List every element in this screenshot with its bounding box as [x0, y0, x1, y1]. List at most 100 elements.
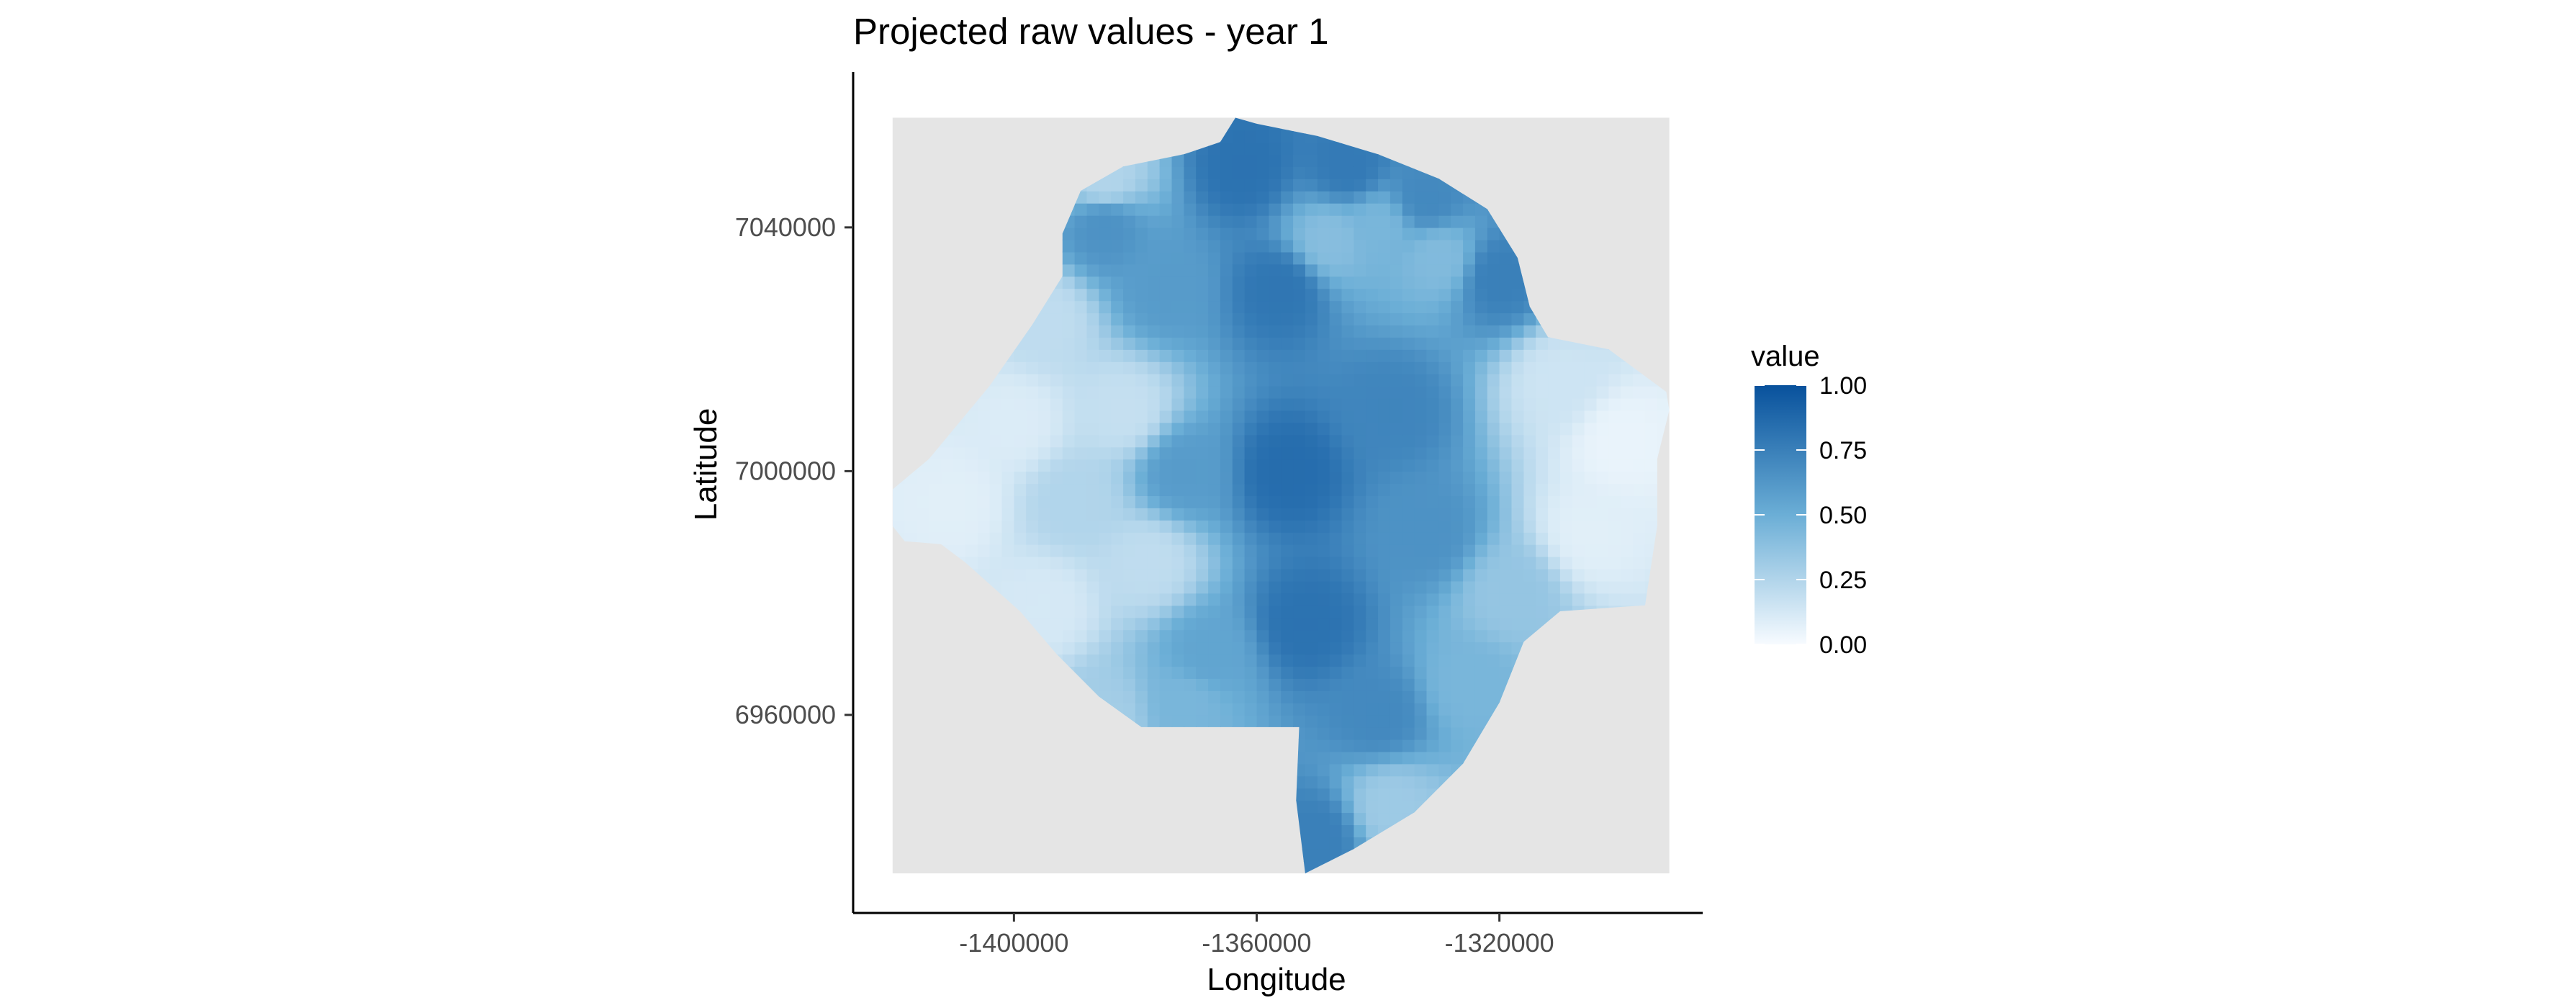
- heatmap-cell: [1644, 385, 1658, 399]
- heatmap-cell: [1062, 410, 1076, 423]
- heatmap-cell: [1074, 361, 1088, 374]
- heatmap-cell: [929, 508, 942, 521]
- heatmap-cell: [1317, 325, 1330, 338]
- heatmap-cell: [1123, 446, 1136, 460]
- heatmap-cell: [1317, 227, 1330, 240]
- heatmap-cell: [1390, 629, 1403, 643]
- heatmap-cell: [1596, 349, 1610, 362]
- heatmap-cell: [1196, 483, 1209, 496]
- heatmap-cell: [1159, 251, 1173, 265]
- heatmap-cell: [1293, 166, 1306, 179]
- heatmap-cell: [1354, 544, 1367, 557]
- heatmap-cell: [1001, 556, 1015, 570]
- heatmap-cell: [1111, 508, 1124, 521]
- heatmap-cell: [1159, 312, 1173, 325]
- heatmap-cell: [1026, 422, 1039, 436]
- heatmap-cell: [1548, 385, 1561, 399]
- heatmap-cell: [1220, 276, 1233, 289]
- heatmap-cell: [1474, 251, 1488, 265]
- heatmap-cell: [1123, 617, 1136, 631]
- heatmap-cell: [1317, 775, 1330, 789]
- heatmap-cell: [1499, 312, 1513, 325]
- heatmap-cell: [1426, 410, 1440, 423]
- heatmap-cell: [1123, 385, 1136, 399]
- heatmap-cell: [1184, 666, 1197, 679]
- heatmap-cell: [1317, 312, 1330, 325]
- heatmap-cell: [1038, 593, 1051, 606]
- heatmap-cell: [1317, 422, 1330, 436]
- heatmap-cell: [1621, 495, 1634, 508]
- heatmap-cell: [1123, 179, 1136, 192]
- heatmap-cell: [1402, 215, 1415, 228]
- heatmap-cell: [1511, 459, 1525, 472]
- heatmap-cell: [1184, 446, 1197, 460]
- heatmap-cell: [1171, 422, 1185, 436]
- heatmap-cell: [1208, 410, 1221, 423]
- heatmap-cell: [1451, 508, 1464, 521]
- heatmap-cell: [1438, 459, 1452, 472]
- heatmap-cell: [1196, 532, 1209, 545]
- heatmap-cell: [1147, 495, 1161, 508]
- heatmap-cell: [1281, 300, 1294, 314]
- heatmap-cell: [1451, 642, 1464, 655]
- heatmap-cell: [1184, 495, 1197, 508]
- heatmap-cell: [1402, 629, 1415, 643]
- heatmap-cell: [989, 422, 1003, 436]
- heatmap-cell: [1366, 690, 1379, 703]
- heatmap-cell: [1305, 459, 1318, 472]
- heatmap-cell: [1426, 349, 1440, 362]
- heatmap-cell: [1378, 788, 1391, 801]
- heatmap-cell: [1099, 495, 1112, 508]
- heatmap-cell: [1474, 227, 1488, 240]
- heatmap-cell: [1317, 520, 1330, 533]
- heatmap-cell: [1341, 520, 1355, 533]
- heatmap-cell: [1487, 654, 1500, 667]
- heatmap-cell: [1511, 556, 1525, 570]
- heatmap-cell: [1317, 215, 1330, 228]
- heatmap-cell: [1414, 446, 1428, 460]
- heatmap-cell: [989, 520, 1003, 533]
- heatmap-cell: [1014, 568, 1027, 582]
- heatmap-cell: [1366, 385, 1379, 399]
- heatmap-cell: [1099, 642, 1112, 655]
- heatmap-cell: [904, 508, 918, 521]
- heatmap-cell: [1220, 446, 1233, 460]
- heatmap-cell: [977, 532, 991, 545]
- heatmap-cell: [1378, 434, 1391, 448]
- heatmap-cell: [1232, 312, 1246, 325]
- heatmap-cell: [1426, 690, 1440, 703]
- heatmap-cell: [989, 568, 1003, 582]
- heatmap-cell: [1378, 690, 1391, 703]
- heatmap-cell: [1147, 203, 1161, 216]
- heatmap-cell: [1244, 666, 1258, 679]
- heatmap-cell: [1487, 642, 1500, 655]
- heatmap-cell: [1208, 556, 1221, 570]
- heatmap-cell: [917, 471, 930, 485]
- heatmap-cell: [1487, 544, 1500, 557]
- heatmap-cell: [1269, 690, 1282, 703]
- heatmap-cell: [1378, 374, 1391, 387]
- heatmap-cell: [1281, 666, 1294, 679]
- heatmap-cell: [1159, 520, 1173, 533]
- heatmap-cell: [1317, 337, 1330, 350]
- heatmap-cell: [1511, 325, 1525, 338]
- heatmap-cell: [1329, 434, 1343, 448]
- heatmap-cell: [1523, 580, 1537, 594]
- heatmap-cell: [1487, 580, 1500, 594]
- heatmap-cell: [1293, 520, 1306, 533]
- heatmap-cell: [1135, 629, 1148, 643]
- heatmap-cell: [1354, 361, 1367, 374]
- heatmap-cell: [1281, 593, 1294, 606]
- heatmap-cell: [1184, 483, 1197, 496]
- heatmap-cell: [1147, 508, 1161, 521]
- heatmap-cell: [1559, 532, 1573, 545]
- heatmap-cell: [989, 556, 1003, 570]
- heatmap-cell: [1366, 264, 1379, 277]
- heatmap-cell: [1487, 374, 1500, 387]
- heatmap-cell: [1487, 593, 1500, 606]
- heatmap-cell: [1014, 422, 1027, 436]
- heatmap-cell: [1499, 642, 1513, 655]
- heatmap-cell: [1438, 288, 1452, 302]
- heatmap-cell: [1487, 276, 1500, 289]
- heatmap-cell: [1487, 568, 1500, 582]
